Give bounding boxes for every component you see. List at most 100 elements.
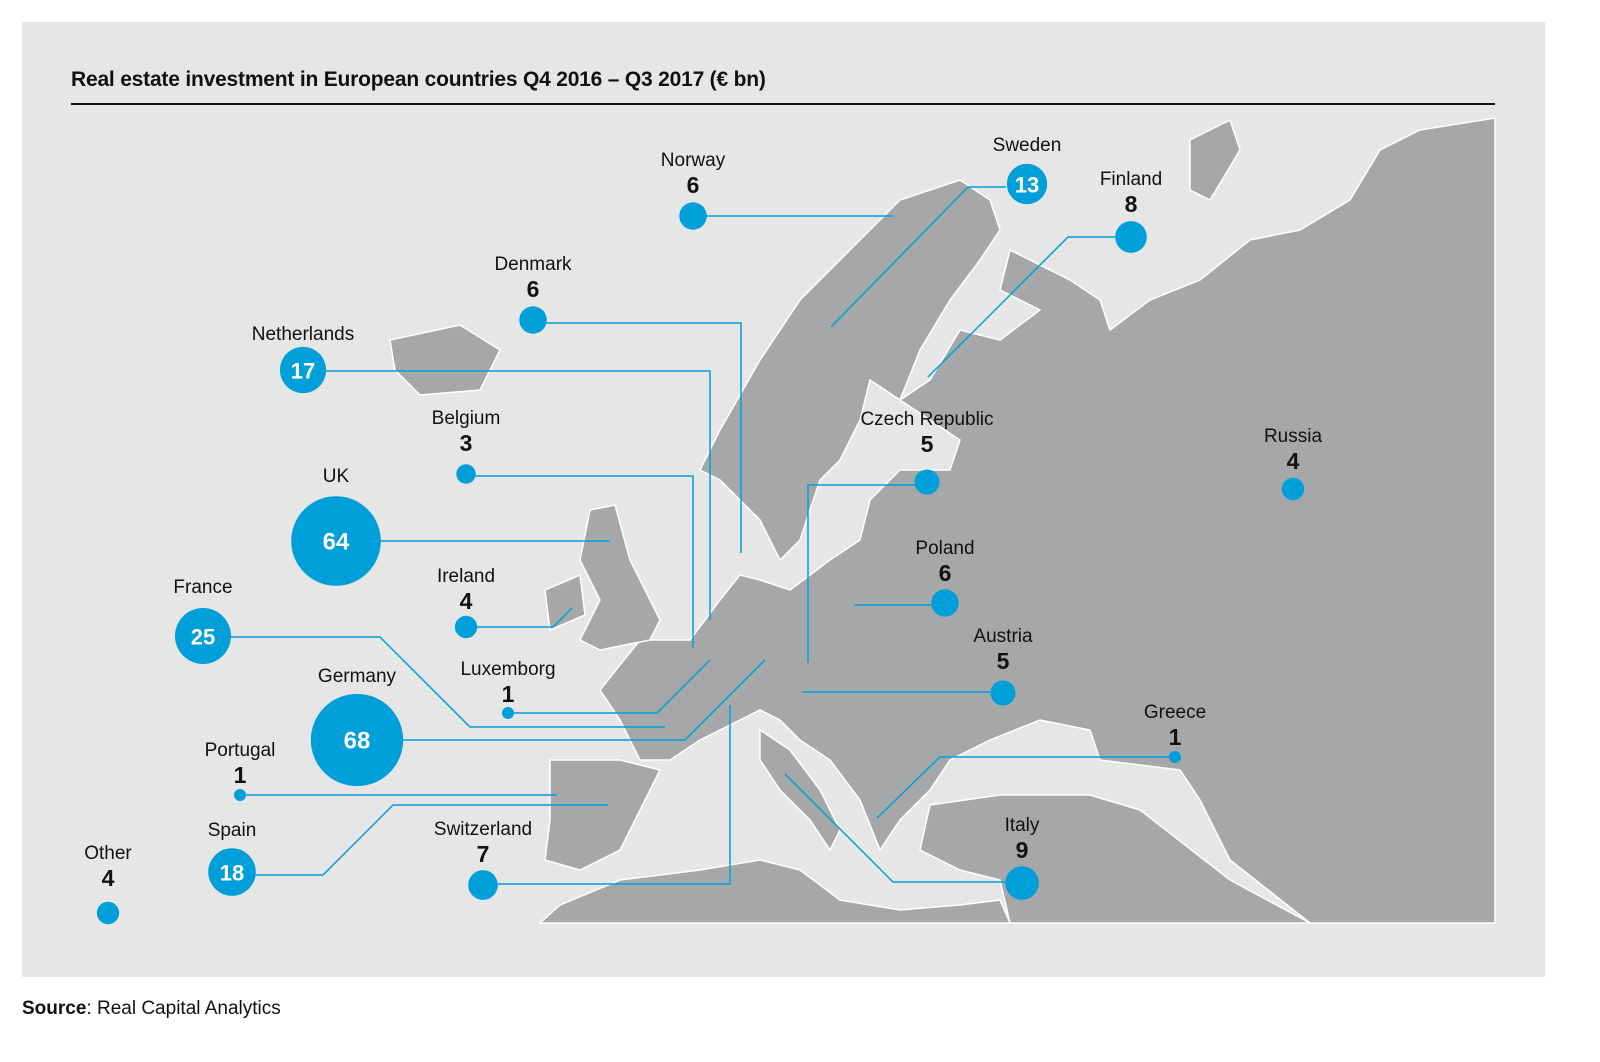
- leader-line-sweden: [830, 186, 1006, 328]
- country-value: 6: [687, 172, 700, 198]
- bubble-denmark: [519, 306, 547, 334]
- country-label: Switzerland: [434, 819, 532, 840]
- country-value: 4: [102, 865, 115, 891]
- country-label: Czech Republic: [860, 409, 993, 430]
- country-label: Italy: [1005, 815, 1040, 836]
- source-text: : Real Capital Analytics: [86, 998, 281, 1019]
- country-value: 7: [477, 841, 490, 867]
- country-label: Luxemborg: [460, 659, 555, 680]
- bubble-russia: [1281, 477, 1305, 501]
- bubble-ireland: [454, 615, 478, 639]
- bubble-uk: [291, 496, 381, 586]
- leader-line-denmark: [533, 322, 742, 553]
- country-value: 5: [997, 648, 1010, 674]
- leader-line-greece: [876, 756, 1175, 819]
- source-note: Source: Real Capital Analytics: [22, 998, 281, 1020]
- country-value: 64: [323, 529, 350, 556]
- leader-line-luxemborg: [508, 659, 711, 714]
- bubble-greece: [1169, 751, 1181, 763]
- country-marker-spain: Spain 18: [208, 820, 257, 896]
- country-value: 9: [1016, 837, 1029, 863]
- bubble-sweden: [1006, 163, 1048, 205]
- country-label: Austria: [973, 626, 1033, 647]
- bubble-czech-republic: [914, 469, 940, 495]
- leader-line-ireland: [466, 607, 573, 628]
- country-label: Portugal: [205, 740, 276, 761]
- country-label: Poland: [915, 538, 974, 559]
- country-value: 6: [527, 276, 540, 302]
- country-label: Netherlands: [252, 324, 354, 345]
- country-label: Belgium: [432, 408, 501, 429]
- country-marker-netherlands: Netherlands 17: [252, 324, 354, 394]
- country-label: Spain: [208, 820, 257, 841]
- leader-line-italy: [784, 773, 1022, 883]
- country-value: 4: [460, 588, 473, 614]
- country-value: 18: [220, 861, 244, 886]
- title-rule: [71, 103, 1495, 105]
- country-value: 1: [1169, 724, 1182, 750]
- bubble-poland: [931, 589, 959, 617]
- country-label: Denmark: [494, 254, 572, 275]
- land-north-africa: [538, 859, 1012, 924]
- country-value: 13: [1015, 173, 1039, 198]
- bubble-spain: [208, 848, 256, 896]
- bubble-france: [175, 608, 231, 664]
- country-value: 68: [344, 728, 371, 755]
- land-scandinavia: [698, 179, 1001, 562]
- bubble-other: [96, 901, 120, 925]
- source-label: Source: [22, 998, 87, 1019]
- leader-line-switzerland: [483, 705, 731, 885]
- bubble-luxemborg: [502, 707, 514, 719]
- country-marker-france: France 25: [173, 577, 233, 664]
- land-uk: [578, 504, 661, 651]
- leader-line-finland: [927, 236, 1115, 378]
- bubble-finland: [1115, 221, 1147, 253]
- country-marker-germany: Germany 68: [310, 666, 404, 787]
- country-value: 8: [1125, 191, 1138, 217]
- country-label: Sweden: [993, 135, 1062, 156]
- bubble-belgium: [456, 464, 476, 484]
- bubble-portugal: [234, 789, 246, 801]
- land-novaya-zemlya: [1189, 118, 1241, 201]
- country-value: 6: [939, 560, 952, 586]
- country-label: Finland: [1100, 169, 1162, 190]
- land-iberia: [544, 759, 662, 871]
- country-label: Russia: [1264, 426, 1323, 447]
- land-ireland: [544, 573, 586, 632]
- leader-lines: [203, 186, 1175, 885]
- bubble-austria: [990, 680, 1016, 706]
- leader-line-germany: [357, 659, 766, 741]
- country-label: UK: [323, 466, 350, 487]
- leader-line-belgium: [466, 475, 694, 648]
- country-value: 17: [291, 359, 315, 384]
- country-marker-uk: UK 64: [291, 466, 381, 586]
- bubble-netherlands: [279, 346, 327, 394]
- leader-line-france: [203, 636, 665, 728]
- country-value: 5: [921, 431, 934, 457]
- country-value: 1: [234, 762, 247, 788]
- bubble-italy: [1005, 866, 1039, 900]
- land-mainland-europe-russia: [599, 117, 1496, 924]
- country-label: Other: [84, 843, 132, 864]
- country-value: 25: [191, 625, 215, 650]
- country-value: 3: [460, 430, 473, 456]
- country-label: France: [173, 577, 232, 598]
- bubble-norway: [679, 202, 707, 230]
- land-masses: [389, 117, 1496, 924]
- leader-line-czech-republic: [807, 484, 927, 663]
- land-iceland: [389, 324, 501, 396]
- bubble-switzerland: [468, 870, 498, 900]
